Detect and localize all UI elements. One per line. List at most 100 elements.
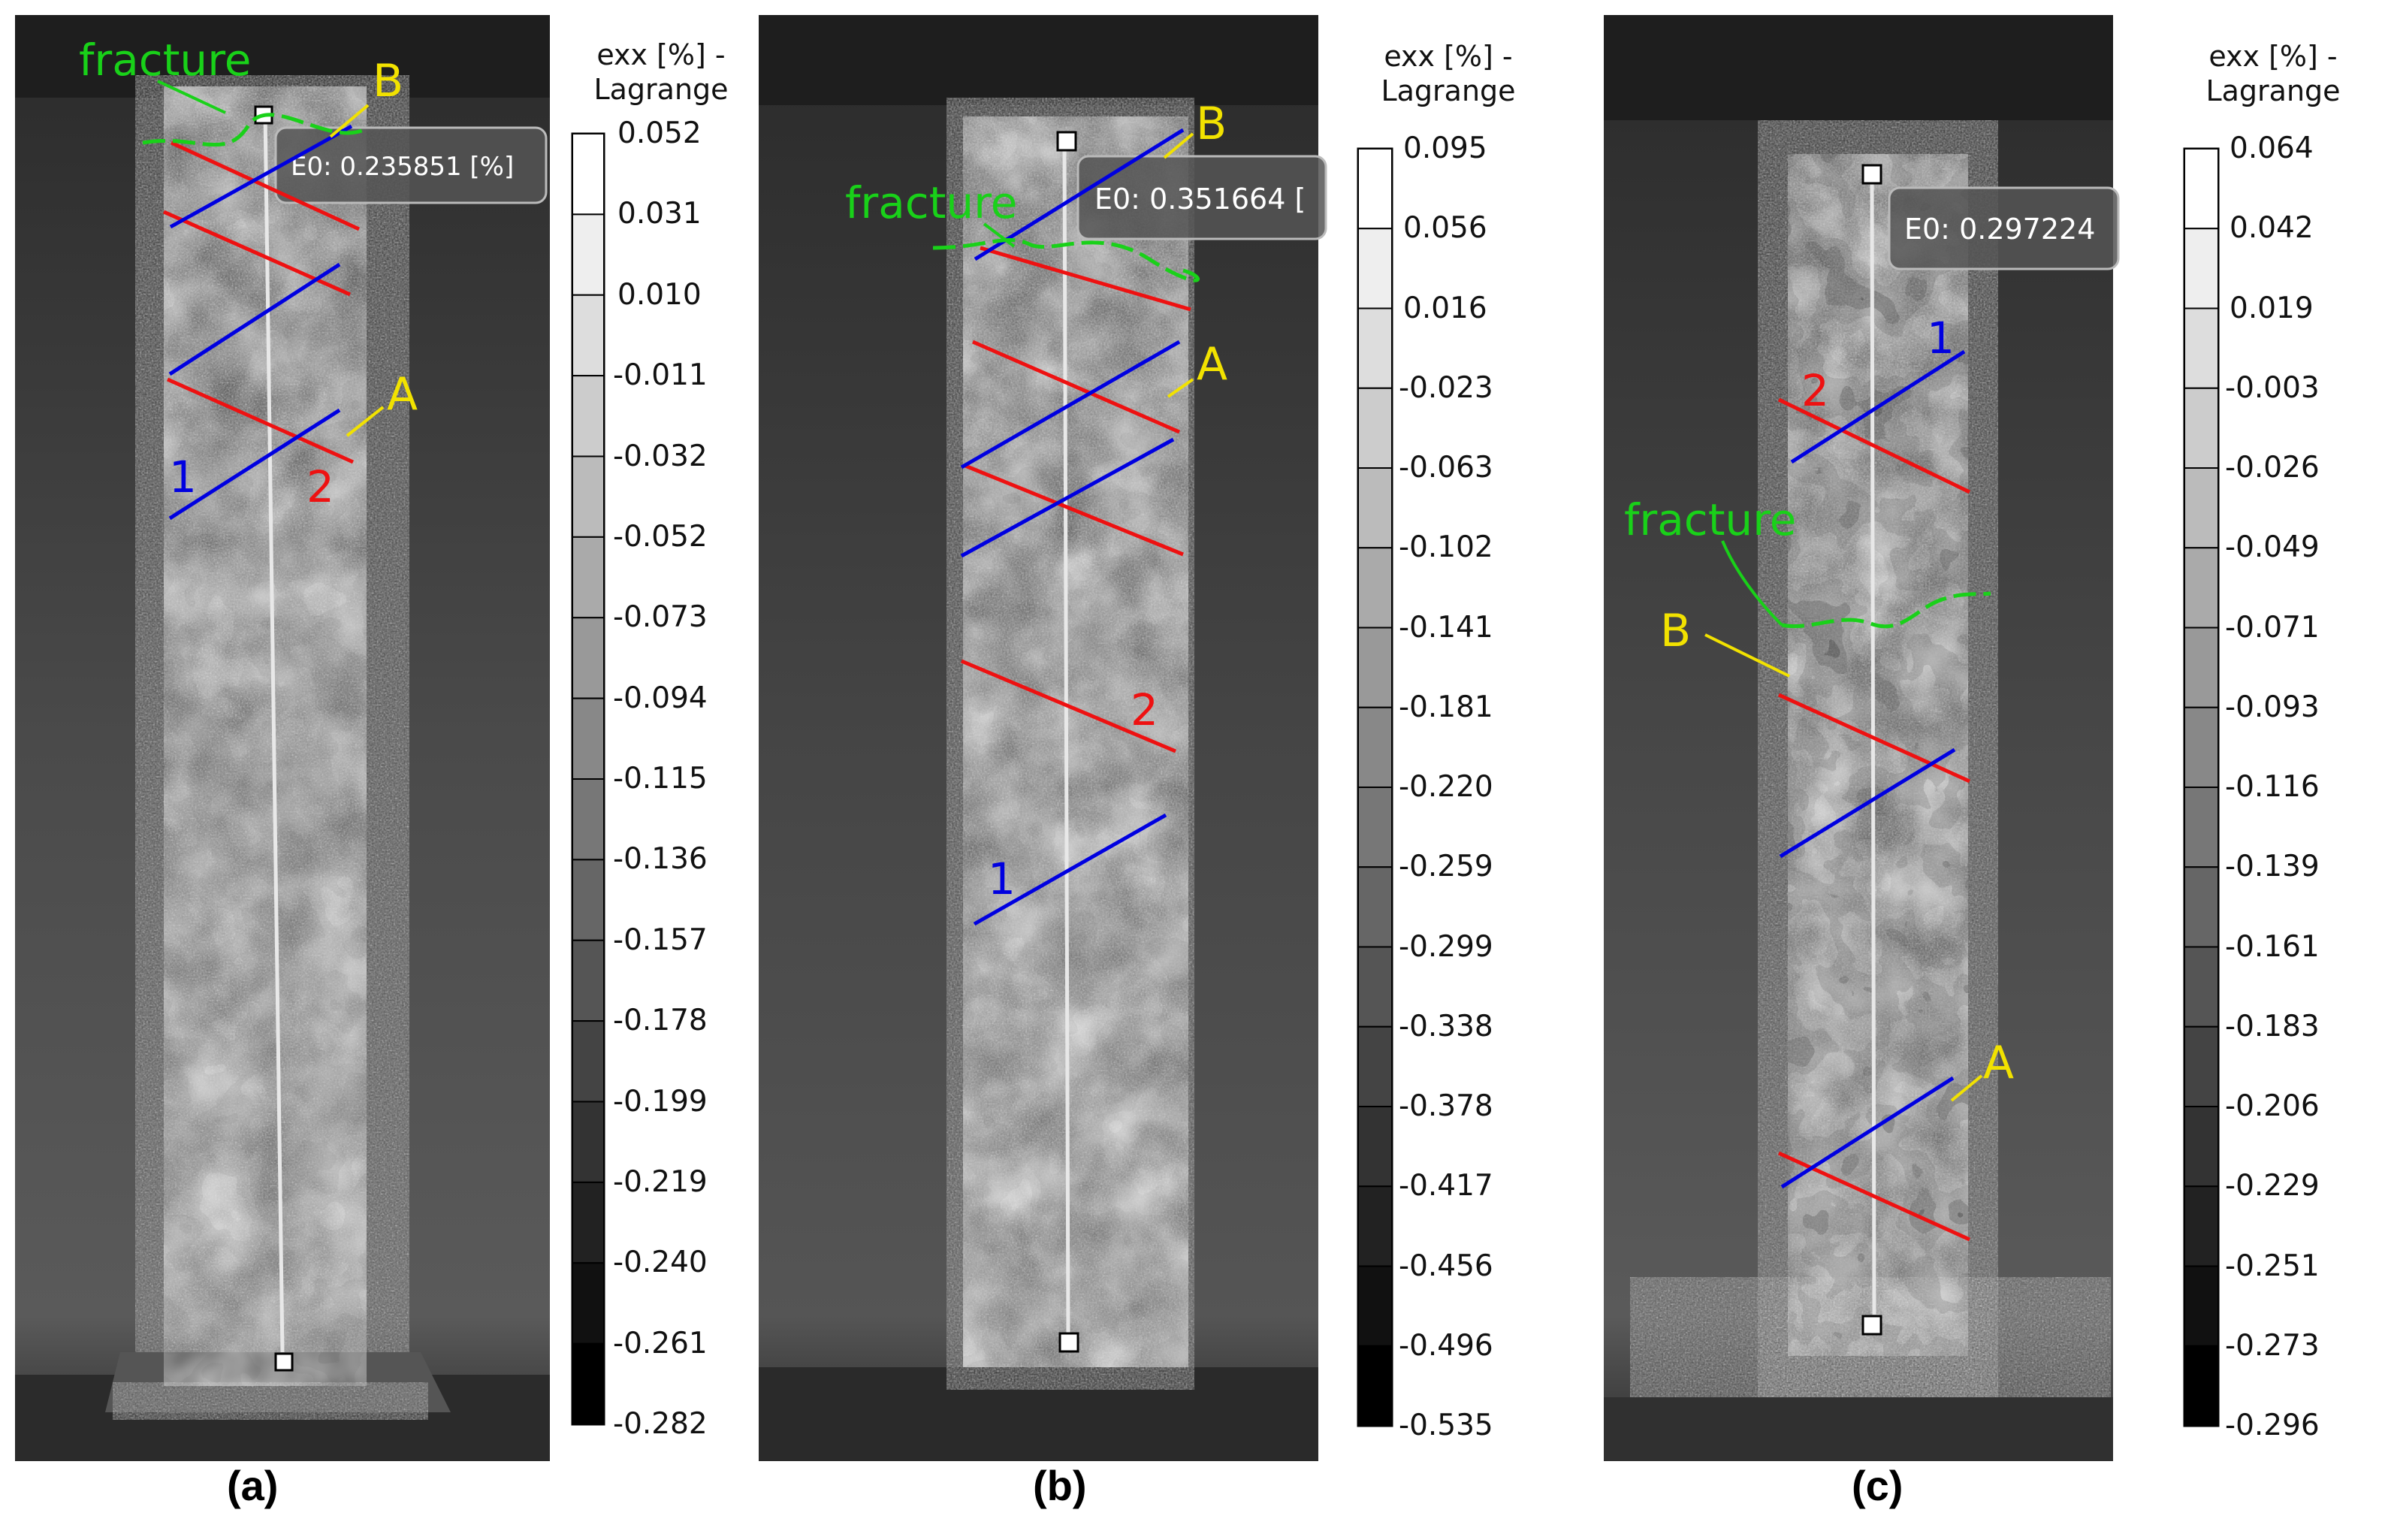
colorbar-band bbox=[572, 536, 605, 619]
colorbar-tick-label: 0.010 bbox=[617, 277, 702, 312]
colorbar-tick-label: -0.206 bbox=[2225, 1089, 2320, 1123]
colorbar-tick-label: -0.229 bbox=[2225, 1169, 2320, 1203]
colorbar-tick-label: 0.042 bbox=[2230, 211, 2314, 246]
colorbar-band bbox=[572, 294, 605, 377]
point-b-label-b: B bbox=[1196, 98, 1227, 150]
colorbar-tick-label: -0.093 bbox=[2225, 690, 2320, 724]
colorbar-title-c: exx [%] - Lagrange bbox=[2190, 39, 2356, 108]
colorbar-band bbox=[2184, 1265, 2219, 1347]
colorbar-tick-label: -0.259 bbox=[1399, 850, 1493, 884]
colorbar-band bbox=[572, 778, 605, 861]
colorbar-tick-label: -0.026 bbox=[2225, 451, 2320, 485]
colorbar-band bbox=[572, 1020, 605, 1103]
line-group-1-b bbox=[960, 128, 1185, 926]
colorbar-band bbox=[2184, 387, 2219, 469]
readout-b: E0: 0.351664 [ bbox=[1094, 183, 1306, 216]
colorbar-band bbox=[572, 375, 605, 457]
colorbar-band bbox=[2184, 866, 2219, 948]
caption-a: (a) bbox=[227, 1462, 279, 1509]
extensometer-marker-bottom bbox=[1861, 1315, 1882, 1336]
colorbar-tick-label: -0.261 bbox=[613, 1326, 708, 1360]
colorbar-tick-label: -0.378 bbox=[1399, 1089, 1493, 1123]
colorbar-band bbox=[2184, 706, 2219, 788]
fracture-path-c bbox=[1781, 591, 1991, 629]
colorbar-band bbox=[1357, 1265, 1393, 1347]
colorbar-band bbox=[572, 133, 605, 216]
colorbar-tick-label: -0.181 bbox=[1399, 690, 1493, 724]
colorbar-band bbox=[572, 859, 605, 941]
readout-c: E0: 0.297224 bbox=[1904, 213, 2095, 246]
fracture-label-a: fracture bbox=[79, 35, 251, 86]
line-2-label-a: 2 bbox=[306, 461, 334, 512]
line-2-label-b: 2 bbox=[1131, 684, 1158, 735]
readout-box-c bbox=[1888, 186, 2120, 270]
colorbar-band bbox=[2184, 1345, 2219, 1427]
colorbar-tick-label: -0.282 bbox=[613, 1407, 708, 1441]
colorbar-tick-label: -0.102 bbox=[1399, 530, 1493, 565]
colorbar-band bbox=[1357, 547, 1393, 629]
colorbar-band bbox=[572, 1101, 605, 1183]
colorbar-tick-label: -0.157 bbox=[613, 922, 708, 957]
colorbar-band bbox=[1357, 148, 1393, 230]
colorbar-tick-label: -0.496 bbox=[1399, 1328, 1493, 1363]
dic-field-c bbox=[1788, 154, 1968, 1356]
colorbar-tick-label: -0.273 bbox=[2225, 1328, 2320, 1363]
line-group-1-a bbox=[168, 124, 353, 521]
colorbar-tick-label: -0.115 bbox=[613, 762, 708, 796]
colorbar-band bbox=[572, 697, 605, 780]
line-1-label-c: 1 bbox=[1927, 313, 1955, 364]
colorbar-tick-label: -0.023 bbox=[1399, 370, 1493, 405]
colorbar-band bbox=[2184, 946, 2219, 1028]
colorbar-tick-label: -0.063 bbox=[1399, 451, 1493, 485]
colorbar-tick-label: -0.456 bbox=[1399, 1249, 1493, 1283]
line-group-2-b bbox=[961, 246, 1191, 753]
colorbar-band bbox=[1357, 1025, 1393, 1107]
colorbar-title-b: exx [%] - Lagrange bbox=[1366, 39, 1531, 108]
panel-b: E0: 0.351664 [ fracture B A 1 2 exx [%] … bbox=[759, 0, 1547, 1540]
colorbar-tick-label: -0.073 bbox=[613, 600, 708, 635]
colorbar-band bbox=[2184, 1025, 2219, 1107]
dic-photo-c: E0: 0.297224 fracture B A 1 2 bbox=[1604, 15, 2220, 1461]
colorbar-tick-label: -0.183 bbox=[2225, 1009, 2320, 1043]
colorbar-title-line2: Lagrange bbox=[1381, 74, 1516, 107]
colorbar-band bbox=[2184, 627, 2219, 708]
colorbar-title-line1: exx [%] - bbox=[1384, 40, 1513, 73]
colorbar-tick-label: -0.296 bbox=[2225, 1409, 2320, 1442]
colorbar-tick-label: -0.535 bbox=[1399, 1409, 1493, 1442]
colorbar-tick-label: -0.219 bbox=[613, 1164, 708, 1199]
fracture-label-b: fracture bbox=[845, 177, 1017, 228]
colorbar-band bbox=[572, 213, 605, 296]
colorbar-tick-label: -0.116 bbox=[2225, 770, 2320, 804]
point-b-label-a: B bbox=[373, 55, 403, 107]
colorbar-tick-label: -0.032 bbox=[613, 439, 708, 473]
point-a-label-c: A bbox=[1983, 1037, 2014, 1089]
colorbar-tick-label: 0.056 bbox=[1403, 211, 1487, 246]
colorbar-band bbox=[2184, 307, 2219, 389]
extensometer-marker-top bbox=[1861, 164, 1882, 185]
extensometer-marker-bottom bbox=[274, 1352, 294, 1372]
dic-photo-a: E0: 0.235851 [%] fracture B A 1 2 bbox=[15, 15, 605, 1461]
colorbar-tick-label: -0.417 bbox=[1399, 1169, 1493, 1203]
colorbar-band bbox=[572, 455, 605, 538]
fracture-path-b bbox=[932, 237, 1200, 282]
colorbar-band bbox=[1357, 1345, 1393, 1427]
panel-a: E0: 0.235851 [%] fracture B A 1 2 exx [ bbox=[0, 0, 789, 1540]
readout-box-a bbox=[274, 126, 548, 204]
colorbar-band bbox=[572, 939, 605, 1022]
colorbar-band bbox=[1357, 1185, 1393, 1267]
colorbar-tick-label: -0.011 bbox=[613, 358, 708, 393]
colorbar-title-line2: Lagrange bbox=[2205, 74, 2341, 107]
colorbar-tick-label: -0.052 bbox=[613, 519, 708, 554]
colorbar-band bbox=[1357, 307, 1393, 389]
colorbar-band bbox=[2184, 547, 2219, 629]
point-a-label-a: A bbox=[387, 368, 418, 421]
colorbar-tick-label: -0.220 bbox=[1399, 770, 1493, 804]
line-group-1-c bbox=[1779, 349, 1966, 1189]
colorbar-tick-label: -0.199 bbox=[613, 1084, 708, 1119]
colorbar-tick-label: 0.095 bbox=[1403, 131, 1487, 165]
colorbar-band bbox=[1357, 946, 1393, 1028]
colorbar-tick-label: -0.139 bbox=[2225, 850, 2320, 884]
colorbar-band bbox=[2184, 787, 2219, 868]
colorbar-band bbox=[1357, 387, 1393, 469]
colorbar-band bbox=[1357, 706, 1393, 788]
